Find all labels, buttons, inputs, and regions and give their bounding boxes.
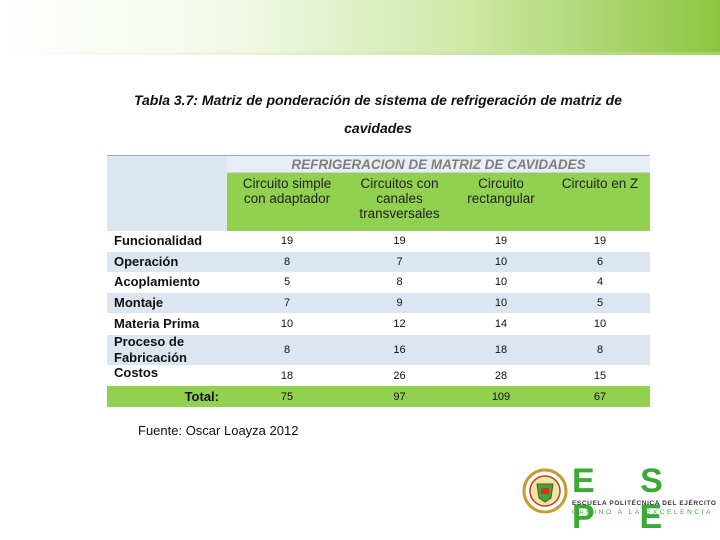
total-value: 97 — [393, 390, 406, 403]
logo-letters: E S P E — [572, 462, 681, 536]
total-band — [107, 386, 650, 407]
top-band — [0, 0, 720, 52]
cell-value: 10 — [280, 317, 294, 330]
column-header: Circuito rectangular — [467, 176, 535, 206]
table: REFRIGERACION DE MATRIZ DE CAVIDADES Cir… — [107, 155, 650, 407]
row-label: Acoplamiento — [114, 274, 200, 289]
top-line — [0, 52, 720, 55]
cell-value: 10 — [494, 255, 508, 268]
cell-value: 26 — [393, 369, 406, 382]
row-label: Costos — [114, 365, 159, 380]
cell-value: 9 — [396, 296, 403, 309]
cell-value: 28 — [494, 369, 508, 382]
cell-value: 8 — [283, 255, 291, 268]
column-header: Circuito simple con adaptador — [242, 176, 332, 206]
row-label: Proceso de Fabricación — [114, 334, 187, 365]
group-header: REFRIGERACION DE MATRIZ DE CAVIDADES — [227, 155, 650, 173]
header-band — [227, 173, 650, 231]
cell-value: 10 — [494, 296, 508, 309]
row-label: Operación — [114, 253, 179, 269]
total-value: 67 — [593, 390, 607, 403]
table-title: Tabla 3.7: Matriz de ponderación de sist… — [133, 92, 623, 136]
row-label: Montaje — [114, 294, 164, 310]
source: Fuente: Oscar Loayza 2012 — [138, 423, 299, 438]
total-value: 109 — [491, 390, 511, 403]
row-band — [107, 272, 650, 292]
cell-value: 15 — [593, 369, 607, 382]
cell-value: 8 — [283, 343, 291, 356]
cell-value: 19 — [280, 235, 294, 247]
row-band — [107, 251, 650, 272]
cell-value: 19 — [393, 235, 406, 247]
column-header: Circuitos con canales transversales — [359, 176, 440, 221]
cell-value: 18 — [280, 369, 294, 382]
cell-value: 8 — [396, 276, 403, 288]
corner-cell — [107, 155, 227, 231]
logo-motto: CAMINO A LA EXCELENCIA — [572, 509, 714, 516]
cell-value: 18 — [494, 343, 508, 356]
cell-value: 10 — [494, 276, 508, 288]
cell-value: 7 — [283, 296, 291, 309]
cell-value: 8 — [596, 343, 604, 356]
cell-value: 16 — [393, 343, 406, 356]
cell-value: 12 — [393, 317, 406, 330]
cell-value: 10 — [593, 317, 607, 330]
row-band — [107, 231, 650, 251]
row-band — [107, 334, 650, 365]
logo-subtitle: ESCUELA POLITÉCNICA DEL EJÉRCITO — [572, 500, 717, 507]
logo-seal — [522, 468, 568, 514]
column-header: Circuito en Z — [561, 176, 639, 191]
cell-value: 14 — [494, 317, 508, 330]
row-band — [107, 313, 650, 334]
cell-value: 7 — [396, 255, 403, 268]
row-label: Funcionalidad — [114, 233, 203, 248]
cell-value: 4 — [596, 276, 604, 288]
total-label: Total: — [184, 389, 219, 404]
cell-value: 19 — [593, 235, 607, 247]
row-band — [107, 365, 650, 386]
cell-value: 19 — [494, 235, 508, 247]
cell-value: 6 — [596, 255, 604, 268]
row-label: Materia Prima — [114, 315, 200, 331]
cell-value: 5 — [596, 296, 604, 309]
total-value: 75 — [280, 390, 294, 403]
cell-value: 5 — [283, 276, 291, 288]
row-band — [107, 292, 650, 313]
